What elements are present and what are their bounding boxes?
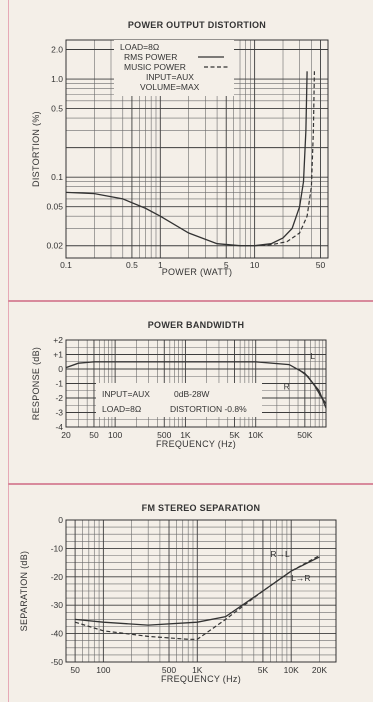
legend-box [114, 40, 234, 96]
x-tick-label: 5K [229, 430, 240, 440]
power-bandwidth-svg: POWER BANDWIDTH 20 50 100 500 1K 5K 10K 50K +2 +1 0… [31, 320, 327, 449]
x-tick-label: 10K [284, 665, 299, 675]
panel-divider [8, 300, 373, 302]
x-tick-label: 0.1 [60, 260, 72, 270]
y-tick-label: -10 [51, 543, 64, 553]
legend-rms-power: RMS POWER [124, 52, 177, 62]
series-line-l-r [74, 554, 320, 640]
grid-lines [65, 520, 337, 662]
chart-title: FM STEREO SEPARATION [142, 503, 261, 513]
y-tick-label: 0.5 [51, 104, 63, 114]
note-box [96, 383, 262, 417]
x-tick-label: 5K [258, 665, 269, 675]
label-r-to-l: R→L [270, 549, 290, 559]
label-r: R [284, 381, 290, 391]
x-tick-label: 20 [61, 430, 71, 440]
power-output-distortion-chart: POWER OUTPUT DISTORTION 0.1 0.5 1 5 10 50 0.02 0… [10, 0, 373, 300]
x-tick-label: 10 [250, 260, 260, 270]
power-bandwidth-chart: POWER BANDWIDTH 20 50 100 500 1K 5K 10K 50K +2 +1 0… [10, 303, 373, 483]
y-tick-label: -1 [55, 379, 63, 389]
note-level: 0dB-28W [174, 389, 209, 399]
label-l: L [310, 351, 315, 361]
y-axis-label: RESPONSE (dB) [31, 347, 41, 420]
x-tick-label: 0.5 [126, 260, 138, 270]
fm-stereo-separation-chart: FM STEREO SEPARATION 50 100 500 1K 5K 10K 20K 0 -… [10, 486, 373, 702]
y-tick-label: 2.0 [51, 45, 63, 55]
series-line-r [297, 368, 327, 405]
y-tick-label: -2 [55, 393, 63, 403]
y-tick-label: -40 [51, 629, 64, 639]
plot-frame [65, 519, 337, 663]
note-input: INPUT=AUX [102, 389, 150, 399]
y-tick-label: 0 [58, 364, 63, 374]
y-tick-label: +2 [53, 335, 63, 345]
y-tick-label: -3 [55, 408, 63, 418]
x-tick-label: 50 [89, 430, 99, 440]
x-tick-label: 100 [96, 665, 110, 675]
chart-title: POWER BANDWIDTH [148, 320, 245, 330]
x-tick-label: 1 [158, 260, 163, 270]
y-tick-label: -20 [51, 572, 64, 582]
y-tick-label: +1 [53, 350, 63, 360]
legend-music-power: MUSIC POWER [124, 62, 186, 72]
x-tick-label: 500 [157, 430, 171, 440]
y-axis-label: DISTORTION (%) [31, 111, 41, 187]
x-axis-label: FREQUENCY (Hz) [161, 674, 241, 684]
x-tick-label: 100 [108, 430, 122, 440]
x-axis-label: FREQUENCY (Hz) [156, 439, 236, 449]
y-tick-label: -4 [55, 422, 63, 432]
plot-frame [65, 339, 327, 428]
x-tick-label: 10K [248, 430, 263, 440]
label-l-to-r: L→R [291, 573, 310, 583]
x-axis-label: POWER (WATT) [162, 267, 233, 277]
series-line-music-power [254, 71, 315, 247]
panel-divider [8, 483, 373, 485]
x-tick-label: 500 [162, 665, 176, 675]
y-tick-label: -50 [51, 657, 64, 667]
note-distortion: DISTORTION -0.8% [170, 404, 247, 414]
x-tick-label: 5 [224, 260, 229, 270]
legend-input: INPUT=AUX [146, 72, 194, 82]
margin-line [8, 0, 9, 702]
y-tick-label: -30 [51, 600, 64, 610]
y-tick-label: 0.02 [46, 241, 63, 251]
x-tick-label: 1K [180, 430, 191, 440]
chart-title: POWER OUTPUT DISTORTION [128, 20, 266, 30]
legend-volume: VOLUME=MAX [140, 82, 200, 92]
power-output-distortion-svg: POWER OUTPUT DISTORTION 0.1 0.5 1 5 10 50 0.02 0… [31, 20, 329, 277]
y-tick-label: 0.05 [46, 202, 63, 212]
legend-load: LOAD=8Ω [120, 42, 159, 52]
y-tick-label: 1.0 [51, 74, 63, 84]
y-axis-label: SEPARATION (dB) [19, 551, 29, 632]
x-tick-label: 50 [70, 665, 80, 675]
fm-stereo-separation-svg: FM STEREO SEPARATION 50 100 500 1K 5K 10K 20K 0 -… [19, 503, 337, 684]
x-tick-label: 50 [316, 260, 326, 270]
x-tick-label: 50K [297, 430, 312, 440]
series-line-rms-power [65, 71, 308, 247]
y-tick-label: 0 [58, 515, 63, 525]
note-load: LOAD=8Ω [102, 404, 141, 414]
x-tick-label: 1K [192, 665, 203, 675]
x-tick-label: 20K [312, 665, 327, 675]
y-tick-label: 0.1 [51, 172, 63, 182]
